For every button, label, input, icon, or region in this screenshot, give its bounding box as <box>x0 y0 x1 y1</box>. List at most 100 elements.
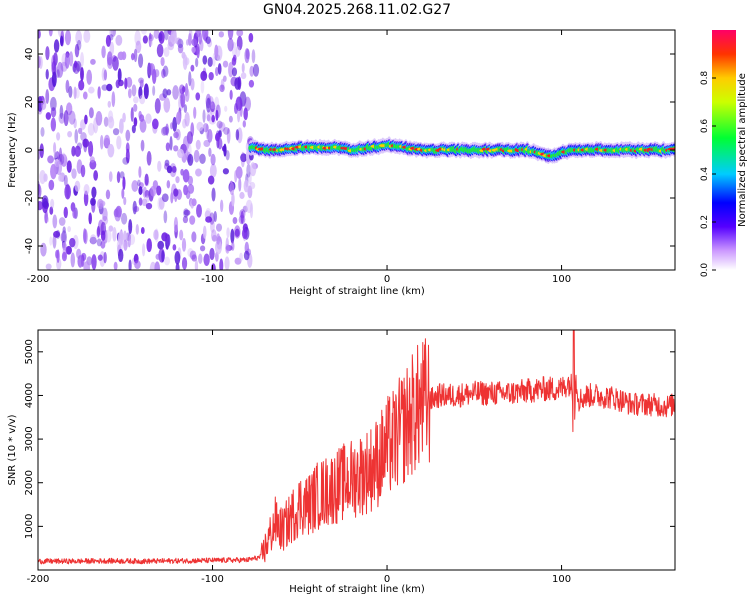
noise-blob <box>234 257 242 265</box>
noise-blob <box>166 165 173 174</box>
noise-blob <box>163 47 170 58</box>
spectrogram-y-ticks: -40 -20 0 20 40 <box>24 48 675 254</box>
y-tick-label: -40 <box>24 238 35 254</box>
noise-blob <box>225 243 230 254</box>
noise-blob <box>157 160 162 172</box>
noise-blob <box>209 163 217 178</box>
noise-blob <box>156 185 162 196</box>
noise-blob <box>222 60 229 68</box>
noise-blob <box>62 242 67 251</box>
noise-blob <box>240 210 244 224</box>
noise-blob <box>53 230 61 238</box>
noise-blob <box>228 115 233 123</box>
noise-blob <box>182 169 190 183</box>
noise-blob <box>236 30 244 37</box>
snr-series-line <box>38 330 675 565</box>
noise-blob <box>243 107 248 121</box>
noise-blob <box>95 111 103 126</box>
noise-blob <box>169 135 173 151</box>
noise-blob <box>90 58 96 65</box>
noise-blob <box>88 107 94 119</box>
noise-blob <box>53 151 58 159</box>
noise-blob <box>133 117 138 127</box>
noise-blob <box>74 145 82 157</box>
noise-blob <box>122 112 126 123</box>
noise-blob <box>116 171 121 184</box>
noise-blob <box>88 212 92 225</box>
noise-blob <box>163 97 171 113</box>
noise-blob <box>44 209 49 224</box>
noise-blob <box>191 46 196 54</box>
noise-blob <box>249 65 255 77</box>
noise-blob <box>80 164 86 178</box>
noise-blob <box>173 216 179 233</box>
noise-blob <box>175 128 181 141</box>
noise-blob <box>88 141 94 157</box>
colorbar-tick-label: 0.6 <box>700 119 710 134</box>
noise-blob <box>165 123 169 136</box>
noise-blob <box>240 151 245 168</box>
noise-blob <box>143 83 149 100</box>
noise-blob <box>50 198 55 209</box>
noise-blob <box>225 150 230 161</box>
noise-blob <box>51 60 57 76</box>
noise-blob <box>78 79 85 91</box>
noise-blob <box>215 109 219 121</box>
noise-blob <box>45 216 50 223</box>
noise-blob <box>149 261 157 270</box>
noise-blob <box>216 120 223 129</box>
noise-blob <box>166 235 171 247</box>
noise-blob <box>232 217 238 225</box>
noise-blob <box>177 43 184 54</box>
y-tick-label: 20 <box>24 96 35 109</box>
noise-blob <box>182 54 188 70</box>
noise-blob <box>89 156 95 163</box>
noise-blob <box>181 257 188 270</box>
noise-blob <box>38 55 41 69</box>
noise-blob <box>123 196 127 206</box>
noise-blob <box>63 174 68 187</box>
noise-blob <box>38 200 43 211</box>
noise-blob <box>229 182 235 196</box>
noise-blob <box>48 30 53 37</box>
noise-blob <box>115 205 122 218</box>
noise-blob <box>223 143 227 157</box>
noise-blob <box>137 179 141 187</box>
noise-blob <box>217 63 222 75</box>
noise-blob <box>57 30 65 38</box>
noise-blob <box>213 210 217 223</box>
x-tick-label: 100 <box>552 574 571 585</box>
noise-blob <box>179 229 184 241</box>
noise-blob <box>102 207 108 222</box>
noise-blob <box>83 30 91 43</box>
noise-blob <box>131 124 136 134</box>
noise-blob <box>173 188 179 197</box>
noise-blob <box>171 165 177 173</box>
noise-blob <box>162 88 168 99</box>
noise-blob <box>50 107 57 118</box>
noise-blob <box>133 96 139 104</box>
noise-blob <box>59 35 64 47</box>
noise-blob <box>74 128 79 144</box>
noise-blob <box>100 240 106 249</box>
noise-blob <box>43 173 48 182</box>
noise-blob <box>80 132 87 142</box>
noise-blob <box>39 143 44 159</box>
noise-blob <box>206 109 213 122</box>
noise-blob <box>179 84 185 94</box>
colorbar-gradient <box>712 30 736 270</box>
noise-blob <box>76 39 82 51</box>
noise-blob <box>249 203 254 219</box>
noise-blob <box>65 79 70 94</box>
noise-blob <box>52 234 57 249</box>
noise-blob <box>161 68 166 79</box>
noise-blob <box>235 46 241 57</box>
noise-blob <box>50 96 57 112</box>
noise-blob <box>240 153 247 163</box>
noise-blob <box>215 223 223 232</box>
noise-blob <box>157 240 165 250</box>
noise-blob <box>188 71 192 87</box>
noise-blob <box>49 236 53 246</box>
noise-blob <box>121 212 128 225</box>
